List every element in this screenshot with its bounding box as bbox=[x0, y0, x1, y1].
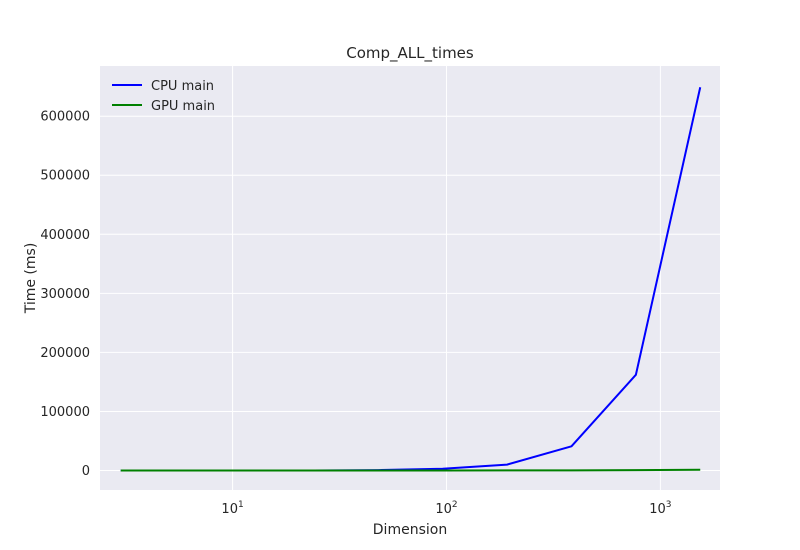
y-tick-label: 100000 bbox=[40, 405, 90, 420]
y-tick-label: 200000 bbox=[40, 346, 90, 361]
y-tick-label: 300000 bbox=[40, 287, 90, 302]
y-tick-labels: 0 100000 200000 300000 400000 500000 600000 bbox=[40, 110, 90, 479]
legend-label-gpu-main: GPU main bbox=[151, 99, 215, 114]
x-tick-label: 101 bbox=[221, 500, 243, 517]
y-axis-label: Time (ms) bbox=[23, 243, 39, 315]
x-tick-labels: 101 102 103 bbox=[221, 500, 671, 517]
y-tick-label: 600000 bbox=[40, 110, 90, 125]
series-line-gpu-main bbox=[120, 468, 701, 472]
y-tick-label: 0 bbox=[82, 464, 90, 479]
series-lines bbox=[120, 87, 702, 472]
x-tick-label: 102 bbox=[435, 500, 457, 517]
y-tick-label: 500000 bbox=[40, 169, 90, 184]
y-tick-label: 400000 bbox=[40, 228, 90, 243]
plot-background bbox=[100, 66, 720, 490]
legend-label-cpu-main: CPU main bbox=[151, 79, 214, 94]
chart-title: Comp_ALL_times bbox=[346, 44, 474, 63]
legend: CPU main GPU main bbox=[112, 79, 215, 114]
x-axis-label: Dimension bbox=[373, 522, 447, 538]
x-tick-label: 103 bbox=[649, 500, 671, 517]
